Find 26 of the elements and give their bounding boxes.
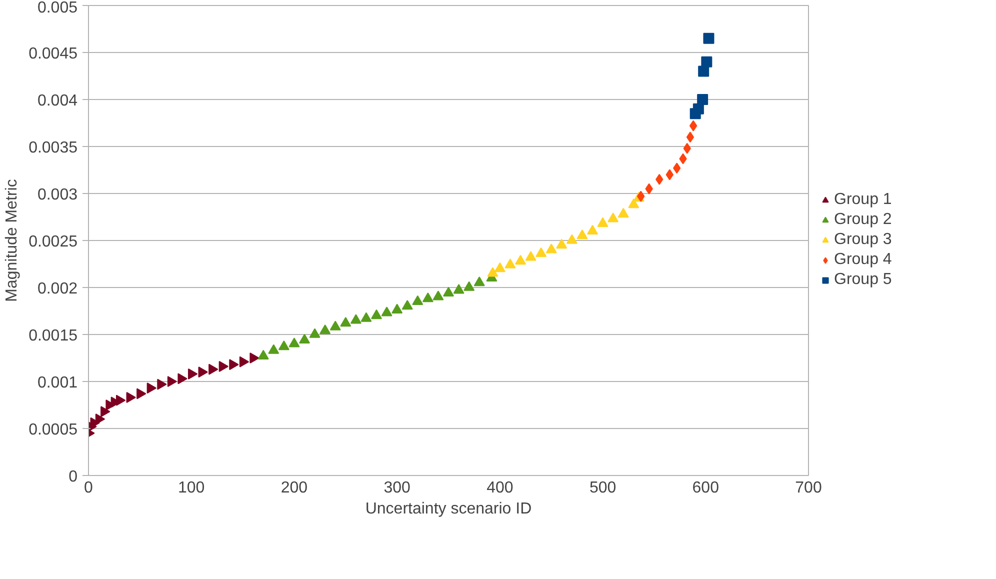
x-tick-label: 700 (795, 480, 822, 496)
y-tick-label: 0.0005 (28, 422, 78, 438)
y-tick-label: 0.0025 (28, 234, 78, 250)
x-tick-label: 300 (384, 480, 411, 496)
legend-label: Group 2 (834, 211, 892, 229)
x-axis-title: Uncertainty scenario ID (365, 500, 532, 518)
x-tick-label: 600 (692, 480, 720, 496)
y-tick-label: 0.004 (37, 92, 78, 110)
y-tick-label: 0 (68, 468, 78, 486)
y-tick-label: 0.0035 (28, 140, 78, 156)
x-tick-label: 500 (589, 480, 616, 496)
y-tick-label: 0.001 (37, 374, 78, 392)
y-tick-label: 0.005 (37, 0, 78, 16)
y-tick-label: 0.0015 (28, 328, 78, 344)
y-tick-label: 0.0045 (28, 46, 78, 62)
legend-label: Group 5 (834, 271, 892, 289)
x-tick-label: 100 (178, 480, 205, 496)
x-tick-label: 400 (486, 480, 514, 496)
x-tick-label: 0 (84, 480, 94, 496)
y-axis-title: Magnitude Metric (4, 179, 21, 302)
legend-label: Group 3 (834, 231, 892, 249)
x-tick-label: 200 (280, 480, 308, 496)
legend-label: Group 4 (834, 251, 892, 269)
y-tick-label: 0.002 (37, 280, 78, 298)
y-tick-label: 0.003 (37, 186, 78, 204)
legend-label: Group 1 (834, 191, 892, 209)
